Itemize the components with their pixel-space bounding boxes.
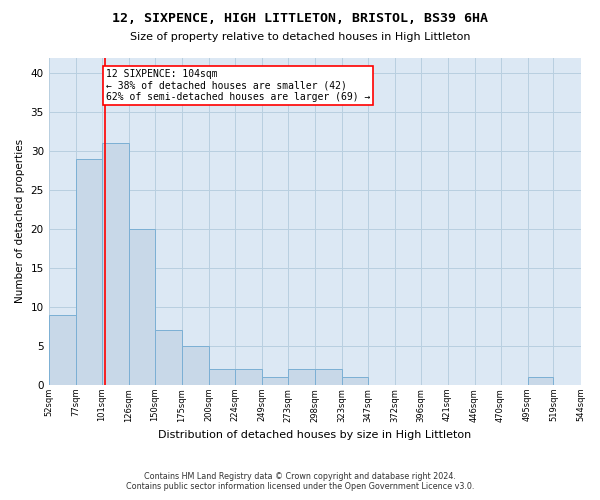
Bar (262, 377, 287, 385)
Bar (155, 330, 182, 385)
Bar (128, 229, 155, 385)
Bar (341, 377, 368, 385)
Bar (287, 370, 314, 385)
Text: 12, SIXPENCE, HIGH LITTLETON, BRISTOL, BS39 6HA: 12, SIXPENCE, HIGH LITTLETON, BRISTOL, B… (112, 12, 488, 26)
Text: Size of property relative to detached houses in High Littleton: Size of property relative to detached ho… (130, 32, 470, 42)
Bar (235, 370, 262, 385)
Bar (527, 377, 553, 385)
Text: 12 SIXPENCE: 104sqm
← 38% of detached houses are smaller (42)
62% of semi-detach: 12 SIXPENCE: 104sqm ← 38% of detached ho… (106, 69, 370, 102)
X-axis label: Distribution of detached houses by size in High Littleton: Distribution of detached houses by size … (158, 430, 471, 440)
Y-axis label: Number of detached properties: Number of detached properties (15, 139, 25, 304)
Bar (209, 370, 235, 385)
Bar (101, 144, 128, 385)
Bar (49, 315, 76, 385)
Bar (314, 370, 341, 385)
Bar (76, 159, 101, 385)
Text: Contains HM Land Registry data © Crown copyright and database right 2024.
Contai: Contains HM Land Registry data © Crown c… (126, 472, 474, 491)
Bar (182, 346, 209, 385)
